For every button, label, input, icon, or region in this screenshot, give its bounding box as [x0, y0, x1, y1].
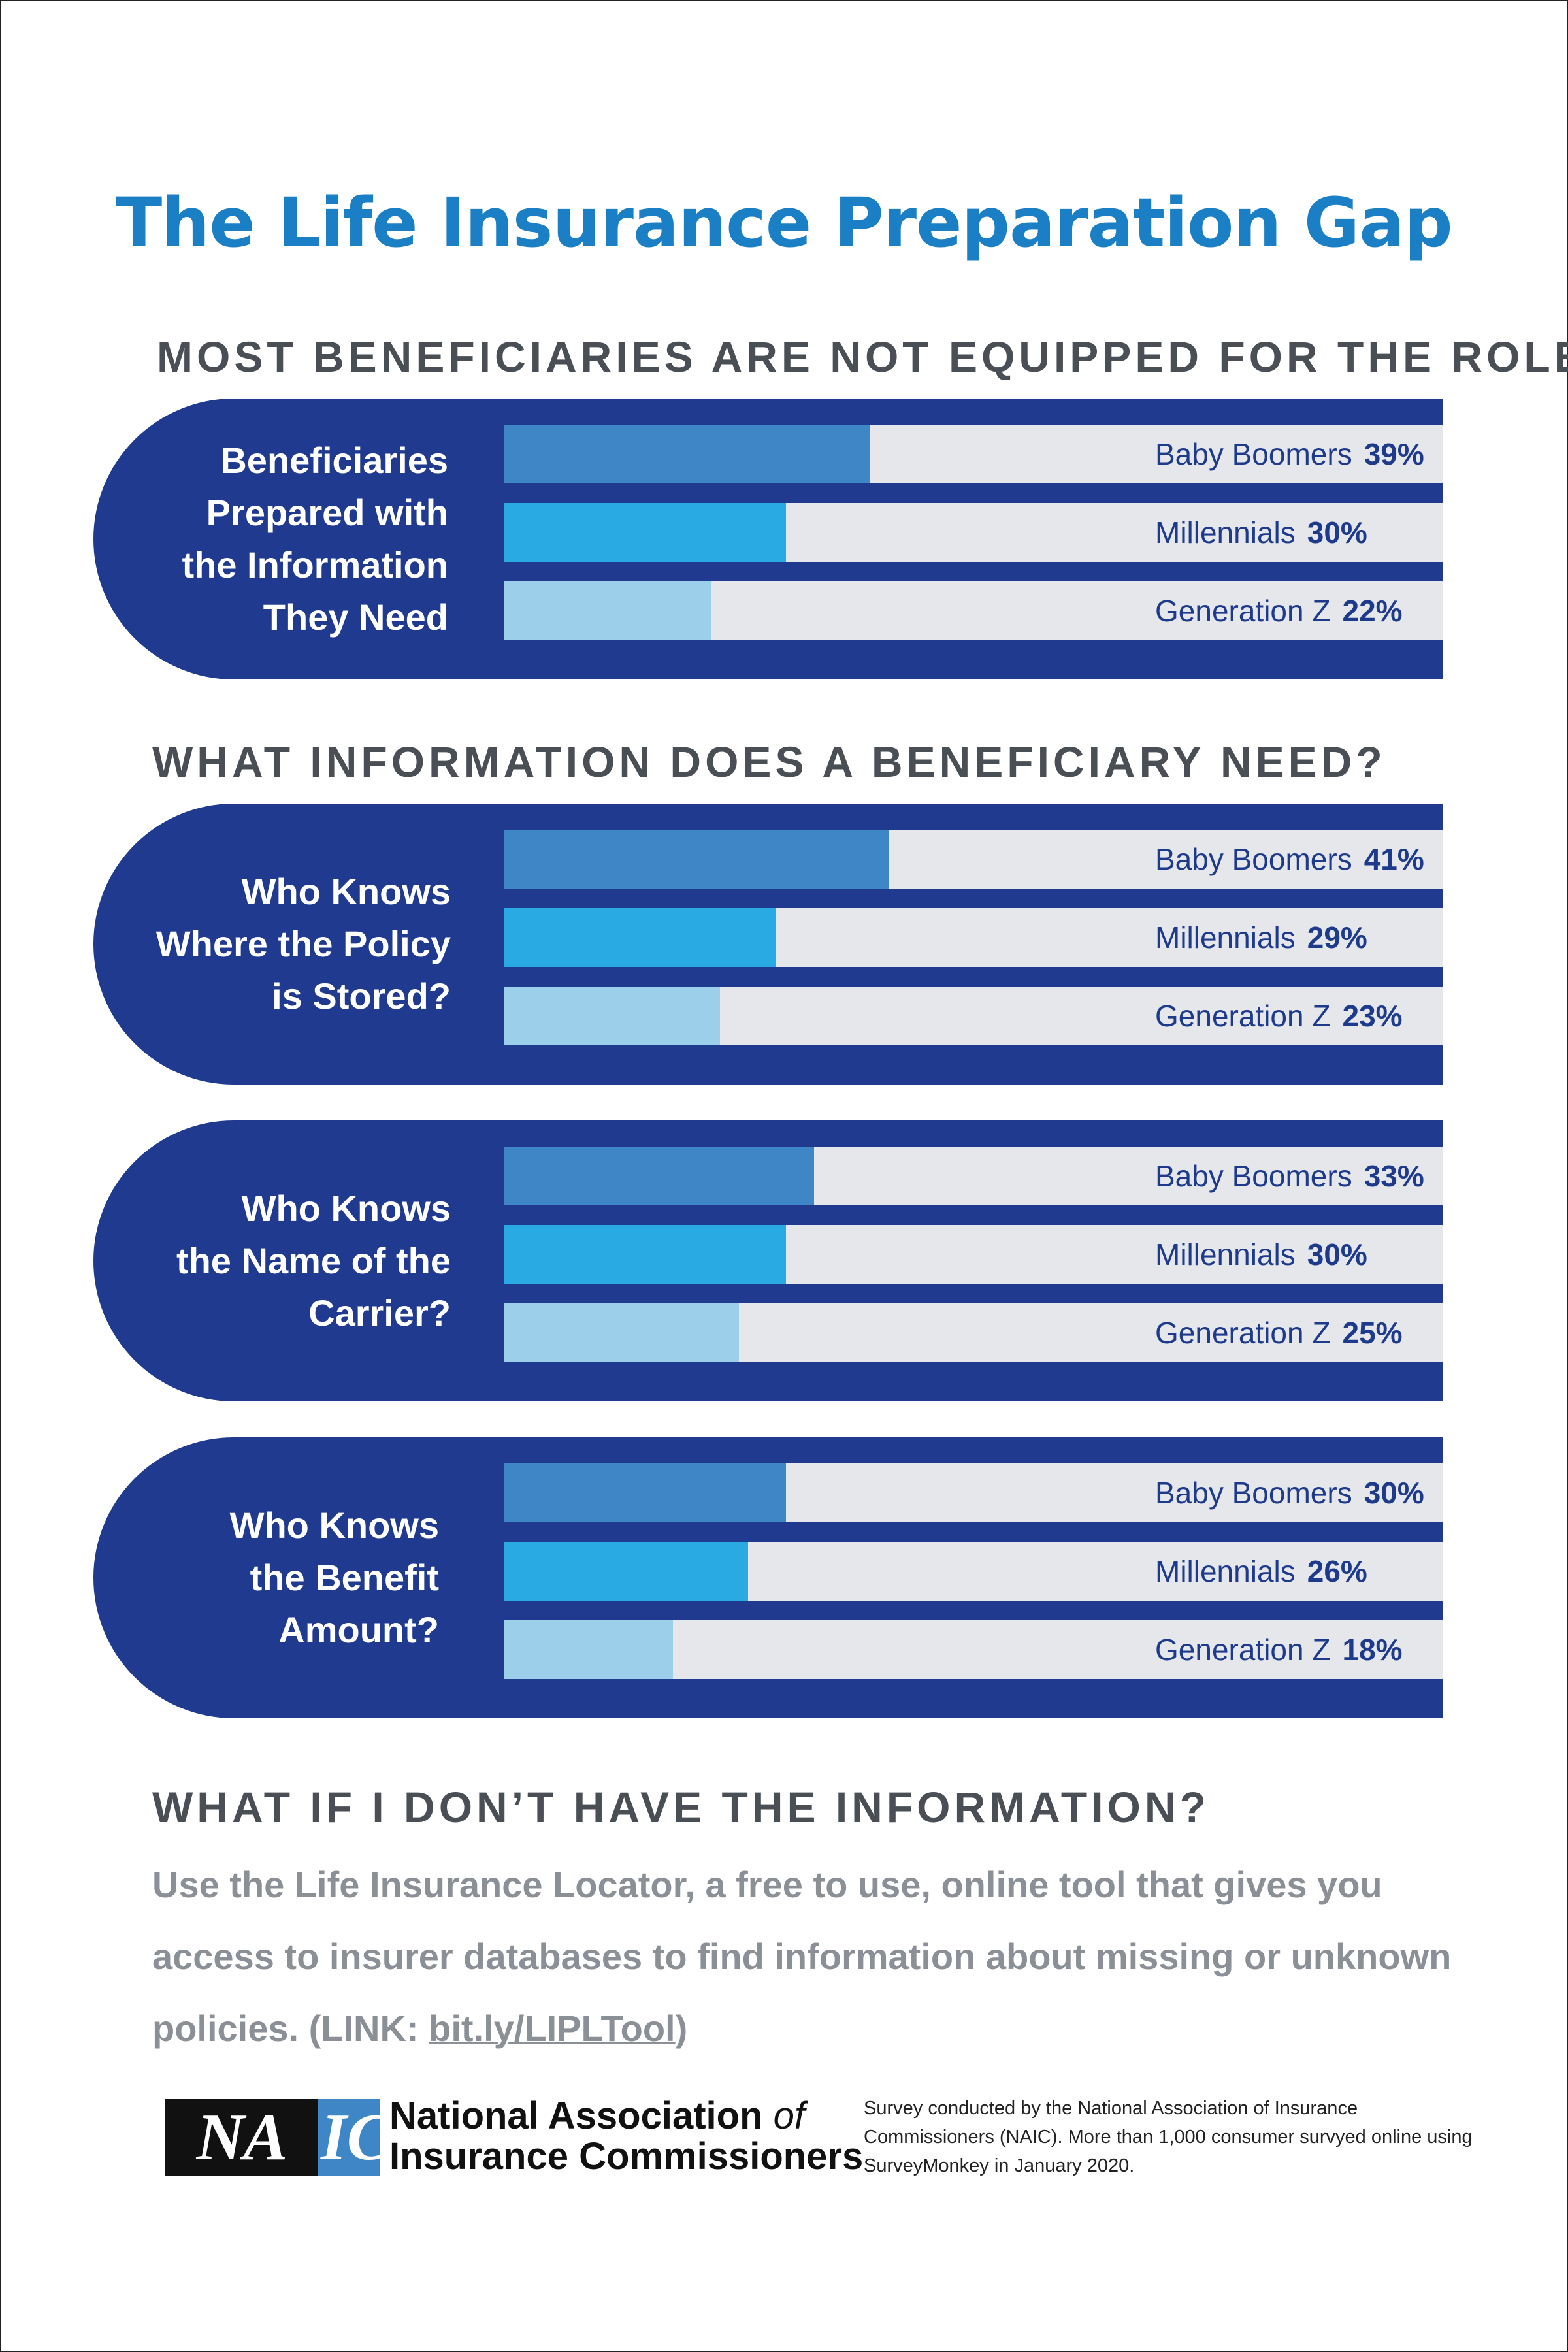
- bar-label: Baby Boomers 39%: [1155, 425, 1424, 483]
- chart-title-line: the Information: [182, 544, 448, 585]
- chart-block-3: Who Knows the Name of the Carrier? Baby Boo…: [0, 1120, 1568, 1401]
- category-label: Generation Z: [1155, 594, 1331, 628]
- bar-generation-z: [504, 1303, 739, 1362]
- category-label: Generation Z: [1155, 999, 1331, 1033]
- bar-label: Millennials 29%: [1155, 908, 1367, 967]
- value-label: 30%: [1307, 1237, 1367, 1271]
- bar-label: Generation Z 25%: [1155, 1303, 1403, 1362]
- bar-generation-z: [504, 1620, 673, 1679]
- bar-millennials: [504, 1542, 748, 1601]
- category-label: Millennials: [1155, 1237, 1296, 1271]
- bar-millennials: [504, 1225, 786, 1284]
- chart-block-1: Beneficiaries Prepared with the Informatio…: [0, 399, 1568, 679]
- bar-label: Generation Z 23%: [1155, 987, 1403, 1045]
- bar-label: Generation Z 22%: [1155, 581, 1403, 640]
- chart-title: Who Knows the Benefit Amount?: [0, 1437, 439, 1718]
- locator-info-text: Use the Life Insurance Locator, a free t…: [152, 1849, 1498, 2065]
- chart-title-line: Where the Policy: [155, 923, 451, 964]
- bar-generation-z: [504, 581, 711, 640]
- chart-title-line: the Benefit: [250, 1557, 439, 1598]
- organization-name-line2: Insurance Commissioners: [389, 2135, 864, 2178]
- section-heading-no-information: WHAT IF I DON’T HAVE THE INFORMATION?: [152, 1783, 1210, 1831]
- bar-millennials: [504, 908, 776, 967]
- chart-title-line: is Stored?: [272, 975, 451, 1017]
- chart-title: Who Knows Where the Policy is Stored?: [0, 804, 451, 1085]
- category-label: Generation Z: [1155, 1633, 1331, 1667]
- organization-name: National Association of Insurance Commis…: [389, 2096, 863, 2177]
- chart-title-line: Beneficiaries: [220, 440, 448, 481]
- value-label: 22%: [1342, 594, 1403, 628]
- value-label: 26%: [1307, 1554, 1367, 1588]
- survey-note: Survey conducted by the National Associa…: [864, 2098, 1473, 2176]
- value-label: 23%: [1342, 999, 1403, 1033]
- locator-link[interactable]: bit.ly/LIPLTool: [429, 2008, 676, 2049]
- value-label: 25%: [1342, 1316, 1403, 1350]
- value-label: 30%: [1307, 515, 1367, 549]
- category-label: Generation Z: [1155, 1316, 1331, 1350]
- bar-label: Generation Z 18%: [1155, 1620, 1403, 1679]
- section-heading-information-needed: WHAT INFORMATION DOES A BENEFICIARY NEED…: [152, 738, 1386, 786]
- bar-generation-z: [504, 987, 720, 1045]
- chart-title-line: Who Knows: [241, 1188, 451, 1229]
- bar-baby-boomers: [504, 425, 870, 483]
- organization-name-line1: National Association of: [389, 2095, 806, 2137]
- chart-title: Beneficiaries Prepared with the Informatio…: [0, 399, 448, 679]
- bar-label: Millennials 26%: [1155, 1542, 1367, 1601]
- chart-title-line: Who Knows: [241, 871, 451, 912]
- naic-logo: NA IC: [165, 2099, 391, 2176]
- value-label: 18%: [1342, 1633, 1403, 1667]
- bar-label: Baby Boomers 41%: [1155, 830, 1424, 889]
- chart-title-line: Carrier?: [308, 1292, 451, 1333]
- value-label: 30%: [1364, 1476, 1424, 1510]
- bar-baby-boomers: [504, 1147, 814, 1205]
- chart-title-line: Amount?: [278, 1609, 439, 1650]
- page-title: The Life Insurance Preparation Gap: [116, 183, 1452, 263]
- chart-title-line: Who Knows: [229, 1505, 439, 1546]
- value-label: 41%: [1364, 842, 1424, 876]
- locator-info-close: ): [675, 2008, 688, 2049]
- category-label: Millennials: [1155, 1554, 1296, 1588]
- category-label: Millennials: [1155, 515, 1296, 549]
- category-label: Millennials: [1155, 921, 1296, 955]
- value-label: 39%: [1364, 437, 1424, 471]
- bar-label: Millennials 30%: [1155, 503, 1367, 562]
- bar-label: Baby Boomers 30%: [1155, 1463, 1424, 1522]
- bar-millennials: [504, 503, 786, 562]
- chart-title-line: They Need: [263, 596, 448, 638]
- chart-title-line: the Name of the: [176, 1240, 451, 1281]
- value-label: 29%: [1307, 921, 1367, 955]
- locator-info-body: Use the Life Insurance Locator, a free t…: [152, 1864, 1452, 2049]
- chart-block-4: Who Knows the Benefit Amount? Baby Boomers 3…: [0, 1437, 1568, 1718]
- bar-baby-boomers: [504, 1463, 786, 1522]
- naic-logo-ic: IC: [318, 2099, 391, 2176]
- category-label: Baby Boomers: [1155, 842, 1352, 876]
- chart-title-line: Prepared with: [206, 492, 448, 533]
- category-label: Baby Boomers: [1155, 1159, 1352, 1193]
- naic-logo-na: NA: [165, 2099, 318, 2176]
- value-label: 33%: [1364, 1159, 1424, 1193]
- chart-block-2: Who Knows Where the Policy is Stored? Baby …: [0, 804, 1568, 1085]
- section-heading-equipped: MOST BENEFICIARIES ARE NOT EQUIPPED FOR …: [157, 333, 1568, 381]
- chart-title: Who Knows the Name of the Carrier?: [0, 1120, 451, 1401]
- bar-label: Millennials 30%: [1155, 1225, 1367, 1284]
- category-label: Baby Boomers: [1155, 437, 1352, 471]
- bar-baby-boomers: [504, 830, 889, 889]
- bar-label: Baby Boomers 33%: [1155, 1147, 1424, 1205]
- category-label: Baby Boomers: [1155, 1476, 1352, 1510]
